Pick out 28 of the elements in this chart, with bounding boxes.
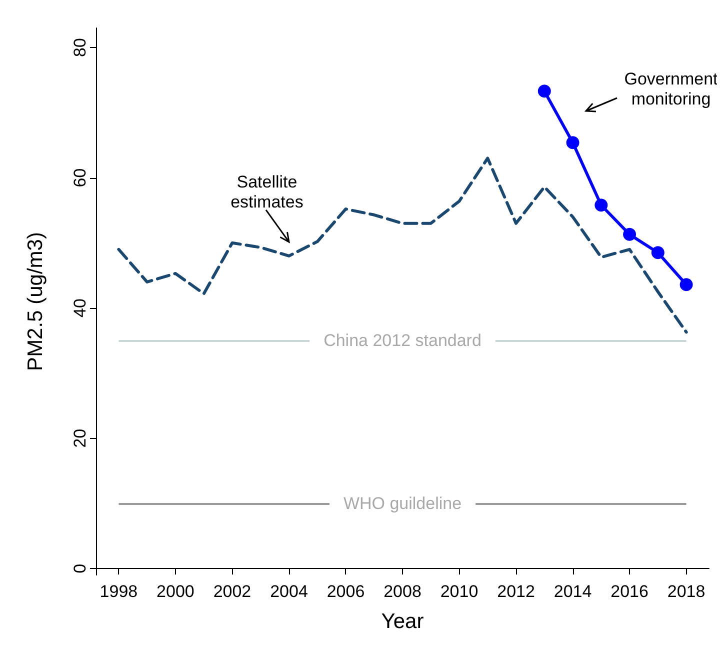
point — [538, 84, 551, 98]
x-tick-label: 2002 — [213, 582, 252, 601]
x-tick-label: 2004 — [270, 582, 308, 601]
point — [623, 228, 636, 241]
x-tick-label: 2016 — [610, 582, 648, 601]
x-tick-label: 2012 — [497, 582, 535, 601]
x-tick-label: 2014 — [554, 582, 592, 601]
x-tick-label: 2018 — [667, 582, 706, 601]
point — [651, 246, 664, 260]
y-tick-label: 0 — [70, 564, 90, 574]
x-tick-label: 2010 — [440, 582, 478, 601]
point — [566, 136, 580, 150]
point — [594, 198, 608, 212]
point — [680, 278, 693, 292]
ref-line-label: WHO guildeline — [343, 494, 462, 513]
x-axis-title: Year — [381, 610, 424, 633]
line-series — [117, 156, 688, 334]
y-tick-label: 60 — [70, 168, 90, 188]
y-axis-title: PM2.5 (ug/m3) — [24, 232, 47, 371]
y-tick-label: 20 — [70, 428, 90, 448]
x-tick-label: 2008 — [384, 582, 422, 601]
y-tick-label: 80 — [70, 38, 90, 57]
x-tick-label: 2000 — [156, 582, 194, 601]
ref-line-label: China 2012 standard — [324, 331, 482, 350]
x-tick-label: 2006 — [326, 582, 365, 601]
y-tick-label: 40 — [70, 298, 90, 318]
x-tick-label: 1998 — [100, 582, 138, 601]
annotation: Satellite estimates — [230, 172, 304, 212]
